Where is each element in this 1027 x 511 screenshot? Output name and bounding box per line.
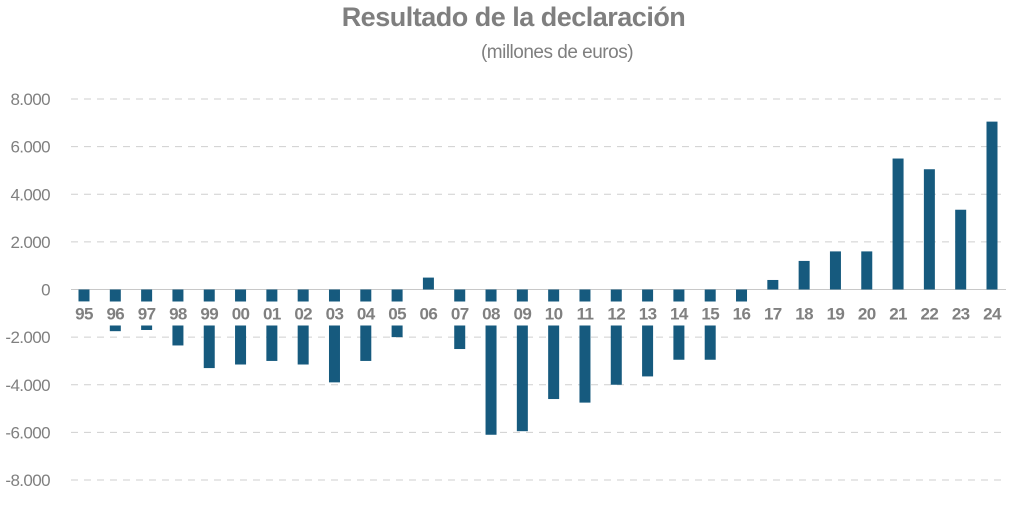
x-tick-label-background bbox=[70, 301, 98, 326]
gridlines bbox=[71, 98, 1006, 481]
x-tick-label: 23 bbox=[952, 305, 970, 324]
x-tick-label: 06 bbox=[420, 305, 438, 324]
y-tick-label: -2.000 bbox=[5, 328, 50, 347]
x-tick-label: 99 bbox=[200, 305, 218, 324]
bar-02 bbox=[297, 289, 309, 365]
x-tick-label-background bbox=[539, 301, 568, 326]
x-tick-label-background bbox=[884, 301, 913, 326]
bar-13 bbox=[642, 289, 654, 377]
x-tick-label-background bbox=[696, 301, 725, 326]
y-axis: 8.000 6.000 4.000 2.000 0 -2.000 -4.000 -6.000 -… bbox=[5, 90, 50, 490]
x-tick-label: 16 bbox=[733, 305, 751, 324]
bar-16 bbox=[736, 289, 748, 303]
bar-03 bbox=[328, 289, 340, 383]
x-tick-label-background bbox=[508, 301, 537, 326]
x-tick-label-background bbox=[790, 301, 819, 326]
x-tick-label: 98 bbox=[169, 305, 187, 324]
x-tick-label: 01 bbox=[263, 305, 281, 324]
bar-24 bbox=[986, 121, 998, 290]
x-tick-label-background bbox=[602, 301, 631, 326]
x-tick-label-background bbox=[289, 301, 318, 326]
x-axis: 95 96 97 98 99 00 01 02 03 04 05 06 07 08 09 10 11 12 13 14… bbox=[70, 301, 1006, 326]
y-tick-label: 8.000 bbox=[10, 90, 50, 109]
bar-12 bbox=[610, 289, 622, 385]
x-tick-label: 13 bbox=[639, 305, 657, 324]
x-tick-label: 05 bbox=[388, 305, 406, 324]
bar-09 bbox=[516, 289, 528, 432]
bar-18 bbox=[798, 260, 810, 290]
bar-19 bbox=[829, 251, 841, 290]
x-tick-label-background bbox=[195, 301, 224, 326]
x-tick-label-background bbox=[320, 301, 349, 326]
x-tick-label: 97 bbox=[138, 305, 156, 324]
x-tick-label: 17 bbox=[764, 305, 782, 324]
x-tick-label-background bbox=[132, 301, 161, 326]
chart-title: Resultado de la declaración bbox=[341, 2, 686, 32]
bars bbox=[78, 121, 998, 435]
x-tick-label: 14 bbox=[670, 305, 689, 324]
x-tick-label-background bbox=[163, 301, 192, 326]
x-tick-label-background bbox=[727, 301, 756, 326]
x-tick-label-background bbox=[946, 301, 975, 326]
x-tick-label-background bbox=[445, 301, 474, 326]
x-tick-label: 08 bbox=[482, 305, 500, 324]
x-tick-label-background bbox=[570, 301, 599, 326]
x-tick-label-background bbox=[915, 301, 944, 326]
x-tick-label: 07 bbox=[451, 305, 469, 324]
x-tick-label: 12 bbox=[607, 305, 625, 324]
x-tick-label: 21 bbox=[889, 305, 907, 324]
x-tick-label: 11 bbox=[577, 305, 594, 324]
x-tick-label: 03 bbox=[326, 305, 344, 324]
y-tick-label: 2.000 bbox=[10, 233, 50, 252]
x-tick-label-background bbox=[226, 301, 255, 326]
x-tick-label-background bbox=[257, 301, 286, 326]
bar-10 bbox=[548, 289, 560, 400]
bar-06 bbox=[422, 277, 434, 290]
x-tick-label: 95 bbox=[75, 305, 93, 324]
x-tick-label-background bbox=[477, 301, 506, 326]
y-tick-label: -4.000 bbox=[5, 376, 50, 395]
x-tick-label-background bbox=[414, 301, 443, 326]
bar-95 bbox=[78, 289, 90, 302]
bar-00 bbox=[235, 289, 247, 365]
y-tick-label: 4.000 bbox=[10, 185, 50, 204]
x-tick-label-background bbox=[821, 301, 850, 326]
x-tick-label: 10 bbox=[545, 305, 563, 324]
x-tick-label-background bbox=[351, 301, 380, 326]
x-tick-label-background bbox=[758, 301, 787, 326]
y-tick-label: 0 bbox=[41, 281, 50, 300]
x-tick-label: 00 bbox=[232, 305, 250, 324]
bar-08 bbox=[485, 289, 497, 435]
x-tick-label-background bbox=[852, 301, 881, 326]
x-tick-label-background bbox=[664, 301, 693, 326]
bar-99 bbox=[203, 289, 215, 369]
y-tick-label: -8.000 bbox=[5, 471, 50, 490]
chart-subtitle: (millones de euros) bbox=[480, 42, 634, 63]
bar-21 bbox=[892, 158, 904, 290]
bar-20 bbox=[861, 251, 873, 290]
x-tick-label-background bbox=[633, 301, 662, 326]
x-tick-label: 15 bbox=[701, 305, 719, 324]
x-tick-label: 02 bbox=[294, 305, 312, 324]
x-tick-label: 19 bbox=[827, 305, 845, 324]
x-tick-label-background bbox=[978, 301, 1006, 326]
y-tick-label: -6.000 bbox=[5, 423, 50, 442]
bar-17 bbox=[767, 279, 779, 290]
bar-22 bbox=[923, 169, 935, 290]
x-tick-label-background bbox=[101, 301, 130, 326]
bar-11 bbox=[579, 289, 591, 403]
y-tick-label: 6.000 bbox=[10, 138, 50, 157]
x-tick-label: 18 bbox=[795, 305, 813, 324]
x-tick-label: 24 bbox=[983, 305, 1002, 324]
x-tick-label: 96 bbox=[106, 305, 124, 324]
x-tick-label: 09 bbox=[513, 305, 531, 324]
bar-23 bbox=[955, 209, 967, 290]
x-tick-label: 20 bbox=[858, 305, 876, 324]
x-tick-label-background bbox=[383, 301, 412, 326]
x-tick-label: 22 bbox=[921, 305, 939, 324]
x-tick-label: 04 bbox=[357, 305, 376, 324]
